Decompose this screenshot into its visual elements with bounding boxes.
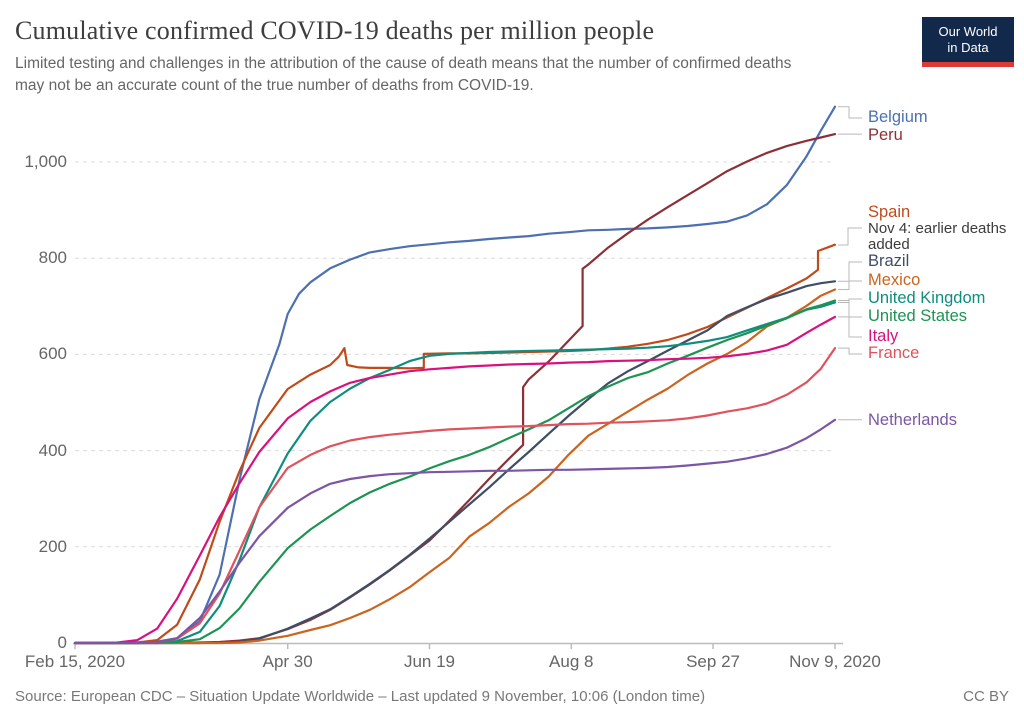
series-line-netherlands[interactable] (73, 418, 837, 645)
legend-label-mexico[interactable]: Mexico (868, 271, 921, 289)
subtitle-line-2: may not be an accurate count of the true… (15, 76, 534, 94)
series-line-belgium[interactable] (73, 105, 837, 645)
legend-label-spain[interactable]: Spain (868, 203, 911, 221)
series-line-spain[interactable] (73, 243, 837, 645)
owid-logo[interactable]: Our World in Data (922, 17, 1014, 67)
x-tick-label-Jun-19: Jun 19 (403, 652, 455, 671)
license-badge[interactable]: CC BY (963, 688, 1009, 705)
legend-leader-brazil (838, 261, 862, 282)
series-line-mexico[interactable] (73, 288, 837, 645)
series-line-brazil[interactable] (73, 280, 837, 645)
series-line-peru[interactable] (73, 133, 837, 645)
legend-label-france[interactable]: France (868, 344, 920, 362)
x-tick-label-Feb-15-2020: Feb 15, 2020 (24, 652, 126, 671)
x-tick-label-Sep-27: Sep 27 (686, 652, 740, 671)
y-tick-label-600: 600 (38, 344, 67, 364)
legend-label-united-kingdom[interactable]: United Kingdom (868, 289, 986, 307)
legend-label-belgium[interactable]: Belgium (868, 108, 928, 126)
legend-label-brazil[interactable]: Brazil (868, 252, 910, 270)
legend-leader-mexico (838, 280, 862, 290)
series-line-united-kingdom[interactable] (73, 301, 837, 645)
y-tick-label-200: 200 (38, 536, 67, 556)
annotation-leader (838, 227, 862, 246)
annotation-line-1: Nov 4: earlier deaths (868, 220, 1007, 237)
legend-label-italy[interactable]: Italy (868, 327, 899, 345)
owid-logo-line-1: Our World (938, 24, 998, 39)
chart-subtitle: Limited testing and challenges in the at… (15, 53, 1009, 96)
annotation-line-2: added (868, 236, 910, 253)
series-line-italy[interactable] (73, 315, 837, 645)
y-tick-label-1,000: 1,000 (24, 152, 67, 171)
y-tick-label-400: 400 (38, 440, 67, 460)
owid-logo-accent-bar (922, 62, 1014, 67)
owid-logo-line-2: in Data (947, 40, 989, 55)
source-text: Source: European CDC – Situation Update … (15, 688, 706, 705)
legend-leader-italy (838, 316, 862, 338)
legend-label-peru[interactable]: Peru (868, 126, 903, 144)
x-tick-label-Nov-9-2020: Nov 9, 2020 (789, 652, 881, 671)
page-title: Cumulative confirmed COVID-19 deaths per… (15, 16, 655, 45)
subtitle-line-1: Limited testing and challenges in the at… (15, 55, 792, 72)
annotation-note: Nov 4: earlier deaths added (868, 221, 1006, 253)
legend-label-netherlands[interactable]: Netherlands (868, 411, 957, 429)
x-tick-label-Apr-30: Apr 30 (262, 652, 313, 671)
y-tick-label-0: 0 (57, 633, 67, 652)
legend-leader-belgium (838, 106, 862, 119)
legend-label-united-states[interactable]: United States (868, 307, 968, 325)
legend-leader-united-states (838, 300, 862, 318)
x-tick-label-Aug-8: Aug 8 (549, 652, 594, 671)
y-tick-label-800: 800 (38, 248, 67, 268)
legend-leader-france (838, 347, 862, 355)
chart-footer: Source: European CDC – Situation Update … (15, 688, 1009, 705)
chart-header: Cumulative confirmed COVID-19 deaths per… (15, 16, 1009, 96)
series-line-united-states[interactable] (73, 299, 837, 645)
